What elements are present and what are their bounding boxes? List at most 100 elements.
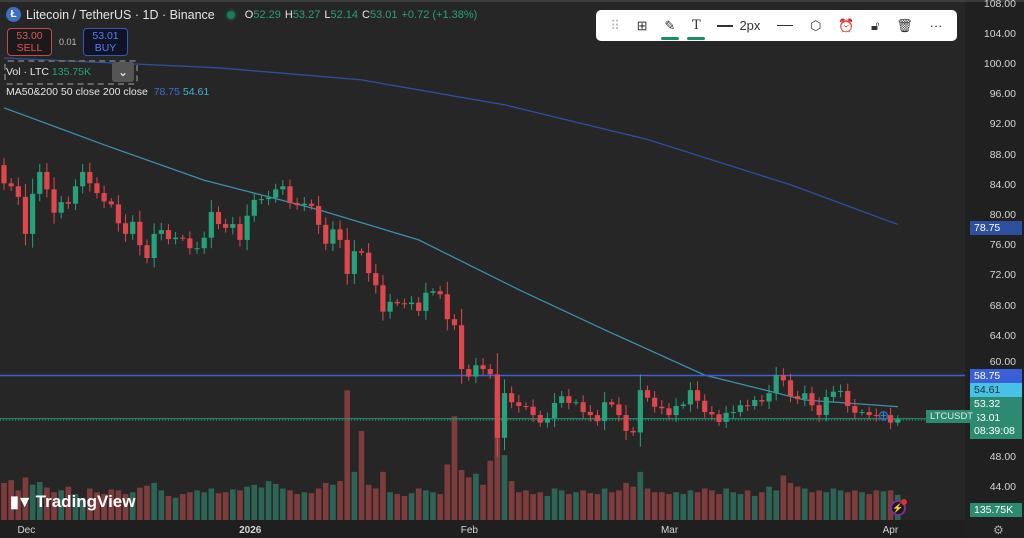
time-tick-label: Apr (882, 525, 899, 536)
ma-legend[interactable]: MA50&200 50 close 200 close 78.75 54.61 (6, 86, 209, 99)
candle-body (8, 183, 14, 187)
candle-body (394, 301, 400, 304)
volume-bar (873, 490, 880, 520)
candle-body (530, 406, 536, 416)
templates-icon[interactable]: ⊞ (636, 17, 648, 33)
volume-bar (201, 492, 207, 520)
candle-body (823, 396, 829, 416)
volume-bar (265, 481, 272, 520)
candle-body (287, 186, 293, 203)
candle-body (852, 406, 858, 413)
candle-body (437, 291, 443, 295)
volume-bar (458, 470, 465, 520)
ma200-value: 78.75 (153, 86, 180, 98)
volume-bar (508, 481, 515, 520)
tradingview-logo[interactable]: ▮▼ TradingView (10, 492, 135, 512)
candle-body (15, 186, 21, 197)
buy-button[interactable]: 53.01 BUY (83, 28, 128, 56)
volume-bar (444, 464, 451, 520)
candle-body (366, 252, 372, 274)
sell-button[interactable]: 53.00 SELL (7, 28, 52, 56)
volume-bar (158, 490, 165, 520)
hline-price-label: 58.75 (970, 369, 1022, 383)
volume-bar (308, 493, 315, 520)
candle-body (51, 189, 57, 213)
price-tick-label: 100.00 (983, 58, 1016, 70)
candle-body (816, 405, 822, 416)
candle-body (72, 186, 79, 204)
candle-body (652, 397, 658, 407)
settings-hexagon-icon[interactable]: ⬡ (809, 17, 822, 33)
open-value: 52.29 (253, 8, 281, 21)
candle-body (130, 221, 136, 234)
candle-body (80, 171, 86, 187)
candle-body (566, 396, 572, 403)
unlock-icon[interactable]: 🔓︎ (871, 17, 880, 33)
candle-body (494, 374, 500, 438)
notifications-icon[interactable]: ⚡ (890, 499, 907, 516)
volume-bar (1, 482, 7, 520)
candle-body (173, 237, 179, 240)
line-style-button[interactable] (777, 15, 794, 37)
candle-body (787, 380, 794, 397)
candle-body (466, 369, 472, 377)
volume-bar (794, 486, 801, 520)
volume-bar (816, 490, 822, 520)
volume-bar (365, 484, 372, 520)
low-value: 52.14 (330, 8, 358, 21)
candle-body (501, 393, 508, 438)
volume-bar (630, 486, 636, 520)
volume-bar (237, 490, 243, 520)
more-icon[interactable]: ··· (929, 18, 943, 33)
volume-bar (215, 493, 222, 520)
volume-bar (780, 475, 787, 520)
ma-label: MA50&200 50 close 200 close (6, 86, 148, 98)
candle-body (637, 390, 643, 433)
volume-bar (744, 490, 751, 520)
ma50-value: 54.61 (182, 86, 210, 98)
legend-hover-outline (4, 60, 138, 85)
line-width-icon (717, 24, 734, 27)
sell-label: SELL (16, 42, 43, 54)
volume-bar (330, 484, 336, 520)
bar-countdown: 08:39:08 (974, 425, 1015, 437)
volume-bar (322, 482, 329, 520)
candle-body (108, 201, 114, 205)
candle-body (766, 393, 772, 402)
volume-bar (837, 490, 844, 520)
candle-body (745, 405, 751, 407)
collapse-legend-button[interactable]: ⌄ (112, 62, 134, 82)
volume-bar (866, 494, 872, 520)
pencil-button[interactable]: ✎ (660, 15, 679, 40)
candle-body (694, 390, 701, 401)
trash-icon[interactable]: 🗑︎ (896, 17, 913, 33)
volume-bar (587, 493, 594, 520)
volume-bar (373, 488, 379, 520)
candle-body (323, 224, 329, 244)
candle-body (551, 402, 558, 419)
symbol-title[interactable]: Litecoin / TetherUS · 1D · Binance (26, 7, 215, 22)
volume-bar (802, 488, 808, 520)
drag-handle-icon[interactable]: ⠿ (610, 17, 620, 33)
candle-body (165, 230, 172, 240)
candle-body (358, 251, 365, 253)
sell-price: 53.00 (16, 30, 43, 42)
line-width-button[interactable]: 2px (717, 15, 760, 37)
candle-body (859, 412, 865, 414)
volume-legend[interactable]: Vol · LTC 135.75K (6, 66, 91, 79)
candle-body (65, 202, 71, 204)
settings-gear-icon[interactable]: ⚙ (993, 523, 1004, 537)
price-tick-label: 68.00 (989, 299, 1016, 312)
candle-body (251, 199, 257, 216)
candle-body (544, 418, 550, 423)
candle-body (187, 238, 193, 249)
open-label: O (244, 8, 254, 21)
add-alert-icon[interactable]: ⏰ (838, 17, 855, 33)
volume-bar (72, 494, 79, 520)
candle-body (680, 404, 686, 407)
price-axis-bg (965, 0, 1024, 538)
volume-bar (523, 490, 529, 520)
text-button[interactable]: T (687, 15, 706, 40)
candle-body (94, 183, 100, 194)
